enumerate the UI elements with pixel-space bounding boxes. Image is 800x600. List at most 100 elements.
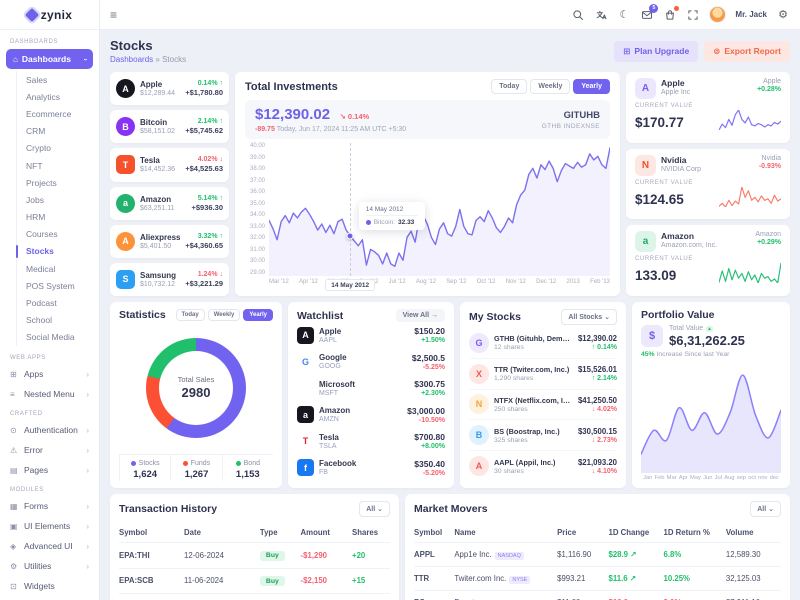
stock-card[interactable]: a Amazon $63,251.11 5.14% ↑ +$936.30 xyxy=(110,186,229,220)
sidebar-subitem[interactable]: CRM xyxy=(26,123,99,140)
stock-card[interactable]: B Bitcoin $58,151.02 2.14% ↑ +$5,745.62 xyxy=(110,110,229,144)
translate-icon[interactable] xyxy=(594,8,608,22)
plan-upgrade-button[interactable]: ⊞ Plan Upgrade xyxy=(614,40,699,62)
card-title: Transaction History xyxy=(119,503,218,515)
sidebar-item[interactable]: ◈ Advanced UI › xyxy=(0,536,99,556)
sidebar-item[interactable]: ⊙ Authentication › xyxy=(0,420,99,440)
table-row[interactable]: BS Boostrap.com.NSE $11.00 $16.0 ↓ 9.0% … xyxy=(414,590,781,600)
investments-chart[interactable]: 14 May 2012 Bitcoin: 32.33 14 May 2012 Ma… xyxy=(269,143,610,291)
watchlist-row[interactable]: T Tesla TSLA $700.80 +8.00% xyxy=(297,428,445,455)
watchlist-row[interactable]: A Apple AAPL $150.20 +1.50% xyxy=(297,322,445,349)
range-tab[interactable]: Today xyxy=(175,309,205,321)
logo[interactable]: zynix xyxy=(0,0,99,30)
cart-icon[interactable] xyxy=(663,5,680,22)
column-header: Volume xyxy=(725,528,754,537)
sidebar-item[interactable]: ▤ Pages › xyxy=(0,460,99,480)
stock-card[interactable]: T Tesla $14,452.36 4.02% ↓ +$4,525.63 xyxy=(110,148,229,182)
market-card[interactable]: a Amazon Amazon.com, Inc. Amazon +0.29% … xyxy=(626,225,790,297)
watchlist-row[interactable]: f Facebook FB $350.40 -5.20% xyxy=(297,455,445,482)
sidebar-item[interactable]: ⚙ Utilities › xyxy=(0,556,99,576)
sidebar-item[interactable]: ▣ UI Elements › xyxy=(0,516,99,536)
stock-card[interactable]: A Apple $12,289.44 0.14% ↑ +$1,780.80 xyxy=(110,72,229,106)
sidebar-item-dashboards[interactable]: ⌂ Dashboards › xyxy=(6,49,93,69)
watchlist-row[interactable]: a Amazon AMZN $3,000.00 -10.50% xyxy=(297,402,445,429)
sidebar-item[interactable]: ⊞ Apps › xyxy=(0,364,99,384)
sidebar-subitem[interactable]: POS System xyxy=(26,277,99,294)
view-all-button[interactable]: View All → xyxy=(395,309,445,322)
sidebar-item[interactable]: ⚠ Error › xyxy=(0,440,99,460)
my-stock-row[interactable]: B BS (Boostrap, Inc.) 325 shares $30,500… xyxy=(469,419,617,450)
messages-icon[interactable]: 5 xyxy=(640,3,659,22)
sidebar-subitem[interactable]: Courses xyxy=(26,226,99,243)
sidebar-subitem[interactable]: Sales xyxy=(26,71,99,88)
month-tick: Jan xyxy=(643,475,653,481)
range-tab[interactable]: Yearly xyxy=(573,79,610,94)
sidebar-item[interactable]: ≡ Nested Menu › xyxy=(0,384,99,404)
sidebar-subitem[interactable]: Medical xyxy=(26,260,99,277)
stock-card[interactable]: S Samsung $10,732.12 1.24% ↓ +$3,221.29 xyxy=(110,262,229,297)
dollar-icon: $ xyxy=(641,325,663,347)
my-stock-row[interactable]: G GTHB (Gituhb, Demo Inc.) 12 shares $12… xyxy=(469,328,617,358)
x-tick: Sep '12 xyxy=(446,279,467,285)
table-row[interactable]: EPA:CGIO 11-06-2024 Sell +$22,625 -12 xyxy=(119,593,390,600)
user-name: Mr. Jack xyxy=(735,10,767,19)
sidebar-subitem[interactable]: Social Media xyxy=(26,329,99,346)
portfolio-chart[interactable] xyxy=(641,360,781,473)
main-content: Stocks Dashboards » Stocks ⊞ Plan Upgrade… xyxy=(100,30,800,600)
sales-donut-chart[interactable]: Total Sales 2980 xyxy=(146,337,246,438)
breadcrumb-dashboards[interactable]: Dashboards xyxy=(110,55,154,64)
range-tab[interactable]: Weekly xyxy=(530,79,571,94)
watchlist-name: Facebook xyxy=(319,459,357,469)
y-tick: 35.00 xyxy=(249,200,265,207)
market-card[interactable]: A Apple Apple Inc Apple +0.28% Current V… xyxy=(626,72,790,143)
movers-filter-dropdown[interactable]: All ⌄ xyxy=(750,501,781,517)
sidebar-subitem[interactable]: School xyxy=(26,312,99,329)
column-header: Symbol xyxy=(414,528,443,537)
dark-mode-icon[interactable]: ☾ xyxy=(619,9,630,21)
transactions-filter-dropdown[interactable]: All ⌄ xyxy=(359,501,390,517)
sidebar-subitem[interactable]: Projects xyxy=(26,174,99,191)
table-row[interactable]: EPA:THI 12-06-2024 Buy -$1,290 +20 xyxy=(119,542,390,568)
market-card[interactable]: N Nvidia NVIDIA Corp Nvidia -0.93% Curre… xyxy=(626,148,790,220)
sidebar-subitem[interactable]: Jobs xyxy=(26,191,99,208)
my-stock-row[interactable]: A AAPL (Appil, Inc.) 30 shares $21,093.2… xyxy=(469,450,617,481)
investments-range-tabs: Today Weekly Yearly xyxy=(491,79,610,94)
fullscreen-icon[interactable] xyxy=(686,8,700,22)
settings-gear-icon[interactable]: ⚙ xyxy=(778,9,788,21)
sidebar-subitem[interactable]: Stocks xyxy=(16,243,99,260)
range-tab[interactable]: Weekly xyxy=(207,309,241,321)
stock-percent: 5.14% ↑ xyxy=(197,194,223,202)
export-report-button[interactable]: ⊚ Export Report xyxy=(704,40,790,62)
watchlist-row[interactable]: Microsoft MSFT $300.75 +2.30% xyxy=(297,375,445,402)
sidebar-subitem[interactable]: HRM xyxy=(26,209,99,226)
table-row[interactable]: TTR Twiter.com Inc. NYSE $993.21 $11.6 ↗ … xyxy=(414,566,781,590)
my-stock-row[interactable]: X TTR (Twiter.com, Inc.) 1,290 shares $1… xyxy=(469,357,617,389)
my-stock-row[interactable]: N NTFX (Netflix.com, Inc.) 250 shares $4… xyxy=(469,388,617,420)
column-header: Price xyxy=(557,528,577,537)
watchlist-row[interactable]: G Google GOOG $2,500.5 -5.25% xyxy=(297,349,445,376)
menu-toggle-icon[interactable]: ≡ xyxy=(110,7,118,22)
range-tab[interactable]: Yearly xyxy=(243,309,273,321)
stocks-filter-dropdown[interactable]: All Stocks ⌄ xyxy=(561,309,617,325)
range-tab[interactable]: Today xyxy=(491,79,528,94)
table-row[interactable]: APPL App1e Inc. NASDAQ $1,116.90 $28.9 ↗ … xyxy=(414,542,781,566)
chevron-right-icon: › xyxy=(86,425,89,435)
avatar[interactable] xyxy=(709,6,727,23)
table-row[interactable]: EPA:SCB 11-06-2024 Buy -$2,150 +15 xyxy=(119,567,390,594)
stock-card[interactable]: A Aliexpress $5,401.50 3.32% ↑ +$4,360.6… xyxy=(110,224,229,258)
page-title: Stocks xyxy=(110,38,153,53)
investments-timestamp: Today, Jun 17, 2024 11:25 AM UTC +5:30 xyxy=(276,126,407,133)
sidebar-subitem[interactable]: Ecommerce xyxy=(26,105,99,122)
sidebar-subitem[interactable]: Podcast xyxy=(26,294,99,311)
search-icon[interactable] xyxy=(571,8,585,22)
column-header: 1D Return % xyxy=(663,528,710,537)
chevron-down-icon: › xyxy=(81,57,89,61)
sidebar-subitem[interactable]: Analytics xyxy=(26,88,99,105)
sidebar-subitem[interactable]: Crypto xyxy=(26,140,99,157)
watchlist-percent: +2.30% xyxy=(421,390,445,398)
sidebar-subitem[interactable]: NFT xyxy=(26,157,99,174)
sidebar-item[interactable]: ⊡ Widgets xyxy=(0,576,99,596)
marker-line xyxy=(350,143,352,276)
sidebar-item[interactable]: ▦ Forms › xyxy=(0,496,99,516)
watchlist-icon: f xyxy=(297,459,314,477)
